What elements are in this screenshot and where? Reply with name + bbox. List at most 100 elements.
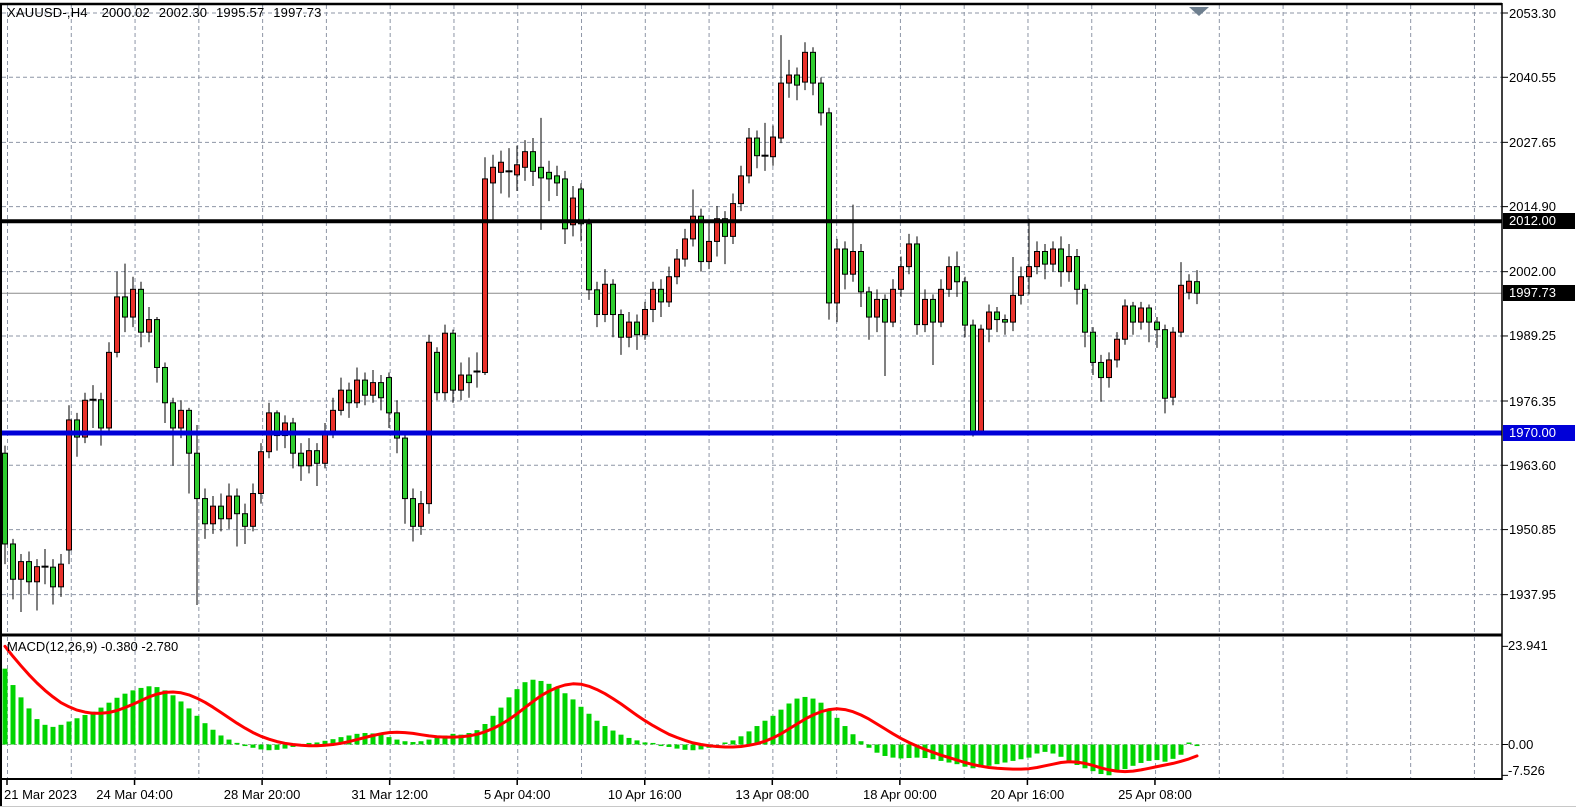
candle-bear [74,419,80,438]
macd-bar [74,718,80,745]
macd-bar [226,739,232,745]
candle-bear [242,513,248,527]
macd-bar [1090,744,1096,772]
candle-bull [738,175,744,205]
candle-bull [570,197,576,226]
time-axis-label: 20 Apr 16:00 [990,787,1065,802]
candle-bear [122,296,128,318]
macd-bar [1130,744,1136,766]
macd-bar [138,687,144,745]
macd-bar [1194,744,1200,747]
candle-bear [1002,319,1008,323]
macd-bar [10,685,16,745]
candle-bull [282,422,288,437]
candle-bull [1186,280,1192,293]
price-axis-label: 1937.95 [1509,587,1556,603]
macd-scale-min: -7.526 [1508,763,1545,778]
macd-bar [602,726,608,745]
time-axis-label: 13 Apr 08:00 [735,787,810,802]
macd-bar [202,723,208,745]
macd-bar [1034,744,1040,754]
candle-bear [138,288,144,333]
macd-bar [178,701,184,745]
macd-bar [986,744,992,766]
price-axis-label: 1976.35 [1509,393,1556,409]
time-axis-label: 10 Apr 16:00 [607,787,682,802]
macd-bar [546,683,552,745]
candle-bull [354,379,360,404]
time-axis-label: 21 Mar 2023 [4,787,77,802]
macd-bar [146,686,152,745]
macd-bar [1178,744,1184,755]
candle-bull [490,166,496,184]
candle-bull [458,374,464,391]
candle-bull [802,51,808,83]
price-axis-label: 2014.90 [1509,199,1556,215]
macd-bar [274,744,280,750]
candle-bear [1154,321,1160,331]
candle-bear [1146,307,1152,323]
ohlc-low: 1995.57 [216,5,265,20]
doji-dash [505,170,513,173]
macd-bar [154,687,160,745]
candle-bear [962,281,968,326]
candle-bear [914,243,920,326]
macd-bar [1050,744,1056,754]
candle-bull [66,419,72,551]
candle-bull [58,563,64,588]
macd-bar [898,744,904,759]
candle-bull [322,432,328,464]
candle-bull [522,151,528,168]
ohlc-close: 1997.73 [273,5,322,20]
macd-bar [658,744,664,747]
candle-bear [818,82,824,114]
macd-indicator-label: MACD(12,26,9) -0.380 -2.780 [7,639,179,654]
macd-signal-line [3,644,1199,774]
macd-bar [938,744,944,761]
candle-bull [602,283,608,316]
doji-dash [41,565,49,568]
macd-bar [554,687,560,745]
candle-bear [1130,305,1136,323]
candle-bull [978,328,984,433]
macd-bar [634,740,640,745]
macd-bar [522,682,528,745]
candle-bear [98,399,104,429]
candle-bear [290,422,296,454]
macd-bar [130,690,136,745]
candle-bull [714,218,720,242]
candle-bear [466,374,472,384]
macd-bar [1162,744,1168,762]
time-axis-label: 28 Mar 20:00 [223,787,301,802]
candle-bear [954,266,960,283]
candle-bear [234,495,240,515]
macd-bar [1106,744,1112,776]
time-axis-label: 18 Apr 00:00 [862,787,937,802]
candle-bull [922,298,928,326]
macd-histogram [2,668,1200,776]
macd-bar [738,736,744,745]
macd-bar [1122,744,1128,770]
macd-bar [674,744,680,749]
macd-bar [210,729,216,745]
chart-shift-marker-icon[interactable] [1189,7,1209,16]
macd-bar [666,744,672,747]
macd-bar [1154,744,1160,761]
candle-bear [578,188,584,225]
candle-bull [18,561,24,580]
macd-bar [770,715,776,745]
macd-bar [322,740,328,745]
candle-bear [170,402,176,429]
macd-bar [970,744,976,769]
macd-bar [698,744,704,750]
candle-bear [722,218,728,237]
candle-bear [970,324,976,433]
macd-bar [786,703,792,745]
macd-bar [42,724,48,745]
candle-bear [450,332,456,391]
macd-bar [642,742,648,745]
macd-bar [610,730,616,745]
macd-bar [826,709,832,745]
macd-bar [242,744,248,747]
